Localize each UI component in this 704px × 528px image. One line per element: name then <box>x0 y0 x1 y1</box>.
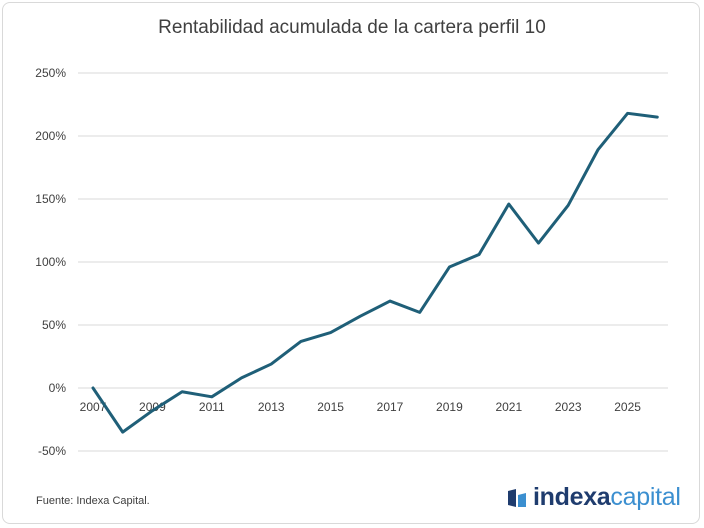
y-axis-labels: 250% 200% 150% 100% 50% 0% -50% <box>35 66 66 458</box>
series-line-0 <box>91 111 659 434</box>
series-layer <box>91 111 659 434</box>
x-tick-label: 2015 <box>317 400 344 414</box>
y-tick-label: 0% <box>49 381 67 395</box>
x-tick-label: 2011 <box>199 400 225 414</box>
x-axis-labels: 2007 2009 2011 2013 2015 2017 2019 2021 2023 2025 <box>80 400 642 414</box>
y-tick-label: 50% <box>42 318 66 332</box>
y-tick-label: 150% <box>35 192 66 206</box>
x-tick-label: 2019 <box>436 400 463 414</box>
x-tick-label: 2007 <box>80 400 107 414</box>
logo-text-capital: capital <box>610 483 681 511</box>
y-tick-label: 200% <box>35 129 66 143</box>
x-tick-label: 2025 <box>614 400 641 414</box>
gridlines <box>78 72 668 452</box>
x-tick-label: 2021 <box>495 400 522 414</box>
logo-text: indexacapital <box>533 485 681 510</box>
x-tick-label: 2013 <box>258 400 285 414</box>
x-tick-label: 2009 <box>139 400 166 414</box>
indexa-capital-logo: indexacapital <box>506 485 681 510</box>
y-tick-label: -50% <box>38 444 66 458</box>
indexa-logo-icon <box>508 488 526 507</box>
x-tick-label: 2017 <box>377 400 404 414</box>
logo-text-indexa: indexa <box>533 483 611 511</box>
x-tick-label: 2023 <box>555 400 582 414</box>
source-note: Fuente: Indexa Capital. <box>36 495 150 507</box>
y-tick-label: 250% <box>35 66 66 80</box>
y-tick-label: 100% <box>35 255 66 269</box>
chart-title: Rentabilidad acumulada de la cartera per… <box>158 17 546 38</box>
